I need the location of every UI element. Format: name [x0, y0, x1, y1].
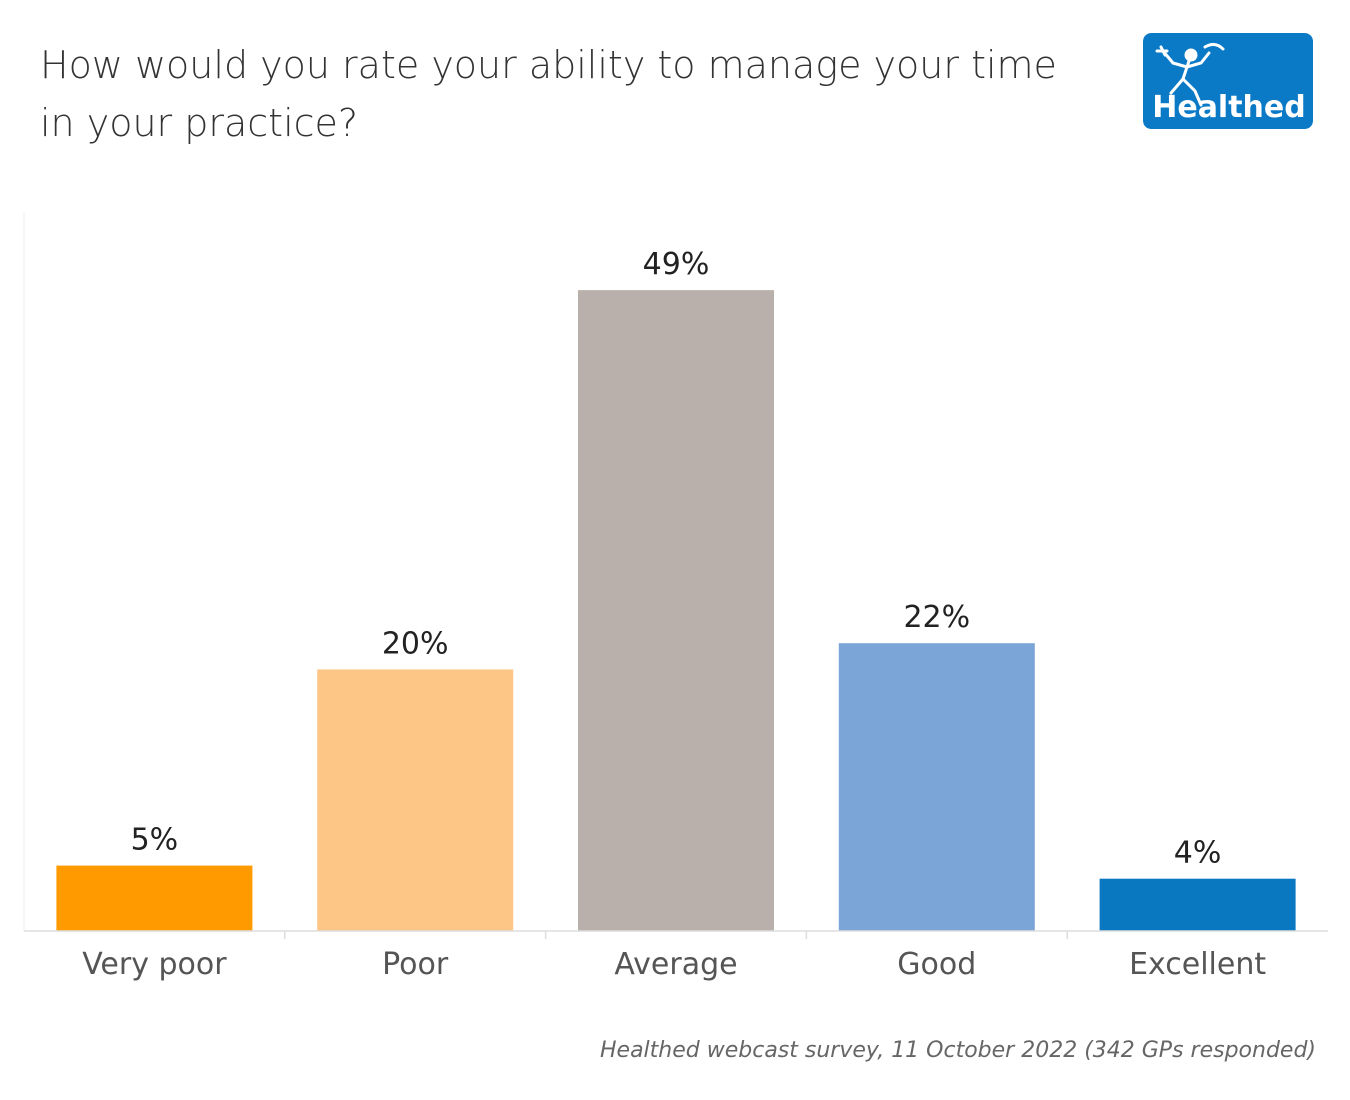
source-footnote: Healthed webcast survey, 11 October 2022… [600, 1038, 1316, 1063]
runner-figure-icon [1155, 42, 1225, 107]
value-label-good: 22% [903, 600, 970, 635]
category-label-good: Good [897, 947, 976, 982]
category-label-very-poor: Very poor [82, 947, 227, 982]
x-axis-ticks-group [284, 931, 1068, 939]
bar-very-poor [56, 865, 253, 931]
healthed-logo: Healthed [1143, 33, 1313, 129]
category-label-poor: Poor [382, 947, 449, 982]
chart-title: How would you rate your ability to manag… [40, 43, 1057, 145]
healthed-logo-graphic: Healthed [1143, 33, 1313, 129]
value-label-very-poor: 5% [131, 823, 179, 858]
bar-poor [317, 669, 514, 931]
value-label-poor: 20% [382, 626, 449, 661]
value-label-average: 49% [643, 247, 710, 282]
bar-good [838, 643, 1035, 931]
logo-wordmark: Healthed [1152, 90, 1306, 125]
bar-excellent [1099, 878, 1296, 931]
value-labels-group: 5% 20% 49% 22% 4% [131, 247, 1222, 871]
category-label-excellent: Excellent [1129, 947, 1266, 982]
category-labels-group: Very poor Poor Average Good Excellent [82, 947, 1266, 982]
bars-group [56, 290, 1296, 932]
bar-average [578, 290, 774, 932]
value-label-excellent: 4% [1174, 836, 1222, 871]
category-label-average: Average [614, 947, 737, 982]
